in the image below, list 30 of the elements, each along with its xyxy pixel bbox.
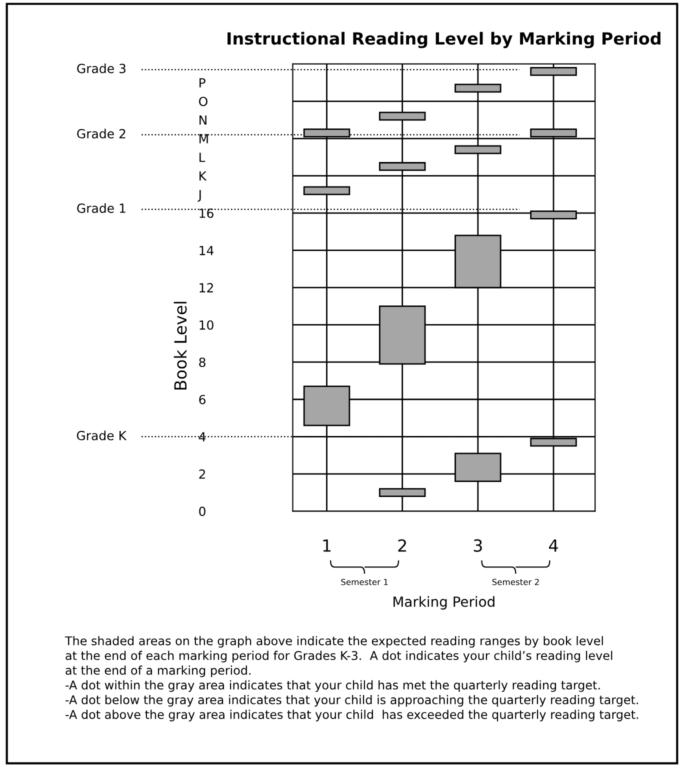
y-tick-label: 0 — [199, 506, 206, 516]
ref-line-label: Grade 2 — [77, 128, 126, 138]
x-tick-label: 2 — [398, 539, 406, 552]
y-tick-label: N — [200, 116, 206, 125]
y-tick-label: P — [200, 78, 206, 88]
x-tick-label: 1 — [323, 539, 331, 552]
y-tick-label: 6 — [199, 394, 206, 404]
y-tick-label: 2 — [199, 469, 206, 479]
y-tick-label: 8 — [199, 358, 206, 368]
y-tick-label: 4 — [198, 432, 206, 442]
x-tick-label: 4 — [549, 539, 558, 552]
y-tick-label: K — [200, 171, 207, 181]
y-tick-label: 10 — [200, 320, 214, 330]
y-tick-label: 14 — [200, 246, 214, 256]
text: Semester 1 — [341, 578, 388, 586]
ref-line-label: Grade 1 — [77, 203, 126, 213]
text: Semester 2 — [492, 578, 539, 586]
ref-line-label: Grade K — [76, 430, 127, 440]
y-tick-label: J — [198, 190, 201, 202]
y-tick-label: M — [200, 134, 208, 144]
y-axis-title: Book Level — [174, 302, 187, 390]
y-tick-label: 16 — [200, 208, 214, 218]
y-tick-label: L — [200, 152, 206, 162]
text: The shaded areas on the graph above indicate the expected reading ranges by book level at the end of each marking period for Grades K-3. A dot indicates your child’s reading level at the end of a marking period. -A dot within the gray area indicates that your child has met the quarterly reading target. -A dot below the gray area indicates that your child is approaching the quarterly reading target. -A dot above the gray area indicates that your child has exceeded the quarterly reading target. — [64, 636, 638, 722]
ref-line-label: Grade 3 — [77, 64, 126, 74]
x-axis-title: Marking Period — [394, 596, 494, 610]
y-tick-label: 12 — [200, 283, 213, 292]
chart-title: Instructional Reading Level by Marking Period — [228, 32, 660, 48]
x-tick-label: 3 — [474, 539, 482, 552]
y-tick-label: O — [199, 96, 208, 106]
